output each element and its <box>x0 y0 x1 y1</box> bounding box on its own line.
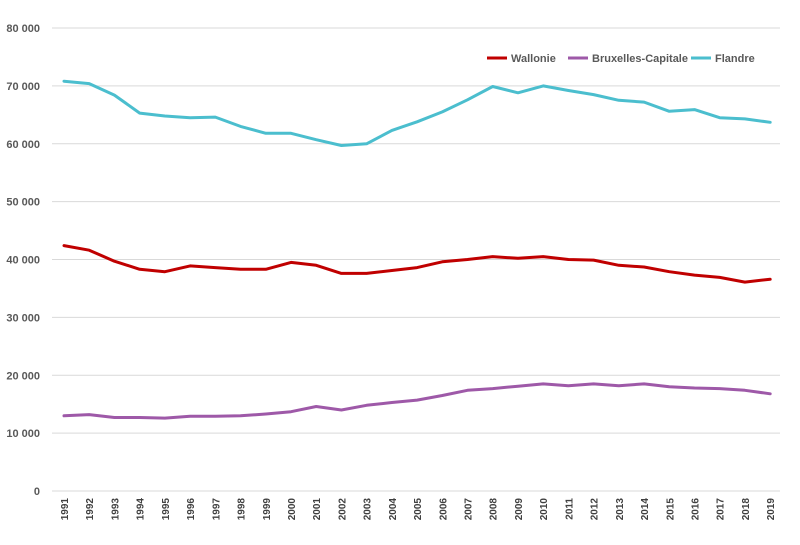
x-tick-label: 2010 <box>539 498 550 521</box>
y-tick-label: 40 000 <box>6 255 40 267</box>
x-tick-label: 1999 <box>262 498 273 521</box>
x-tick-label: 2014 <box>640 498 651 521</box>
y-axis-tick-labels: 0 10 000 20 000 30 000 40 000 50 000 60 000 70 … <box>6 23 40 498</box>
x-tick-label: 1992 <box>85 498 96 521</box>
x-tick-label: 2018 <box>741 498 752 521</box>
x-tick-label: 2007 <box>464 498 475 521</box>
x-tick-label: 2006 <box>438 498 449 521</box>
y-tick-label: 50 000 <box>6 197 40 209</box>
x-tick-label: 2011 <box>564 498 575 520</box>
x-tick-label: 1998 <box>237 498 248 521</box>
gridlines <box>52 27 780 492</box>
x-tick-label: 2004 <box>388 498 399 521</box>
x-tick-label: 2015 <box>665 498 676 521</box>
x-tick-label: 2000 <box>287 498 298 521</box>
x-tick-label: 2013 <box>615 498 626 521</box>
x-tick-label: 1996 <box>186 498 197 521</box>
x-tick-label: 2001 <box>312 498 323 521</box>
x-tick-label: 2008 <box>489 498 500 521</box>
series-lines <box>62 79 772 420</box>
legend-label: Flandre <box>715 53 755 65</box>
y-tick-label: 70 000 <box>6 81 40 93</box>
x-tick-label: 2017 <box>716 498 727 521</box>
y-tick-label: 30 000 <box>6 312 40 324</box>
x-tick-label: 2012 <box>590 498 601 521</box>
y-tick-label: 60 000 <box>6 139 40 151</box>
x-tick-label: 2002 <box>337 498 348 521</box>
x-tick-label: 2019 <box>766 498 777 521</box>
legend-label: Wallonie <box>511 53 556 65</box>
y-tick-label: 10 000 <box>6 428 40 440</box>
series-line-wallonie <box>62 244 772 284</box>
y-tick-label: 20 000 <box>6 370 40 382</box>
x-tick-label: 1997 <box>211 498 222 521</box>
x-tick-label: 1994 <box>136 498 147 521</box>
x-tick-label: 2005 <box>413 498 424 521</box>
x-tick-label: 2003 <box>363 498 374 521</box>
series-line-bruxelles-capitale <box>62 382 772 420</box>
y-tick-label: 0 <box>34 486 40 498</box>
x-tick-label: 2016 <box>691 498 702 521</box>
x-axis-tick-labels: 1991 1992 1993 1994 1995 1996 1997 1998 1999 2000… <box>60 498 777 521</box>
legend-label: Bruxelles-Capitale <box>592 53 688 65</box>
legend: Wallonie Bruxelles-Capitale Flandre <box>487 53 755 65</box>
x-tick-label: 1991 <box>60 498 71 521</box>
x-tick-label: 2009 <box>514 498 525 521</box>
y-tick-label: 80 000 <box>6 23 40 35</box>
series-line-flandre <box>62 79 772 147</box>
x-tick-label: 1993 <box>110 498 121 521</box>
x-tick-label: 1995 <box>161 498 172 521</box>
